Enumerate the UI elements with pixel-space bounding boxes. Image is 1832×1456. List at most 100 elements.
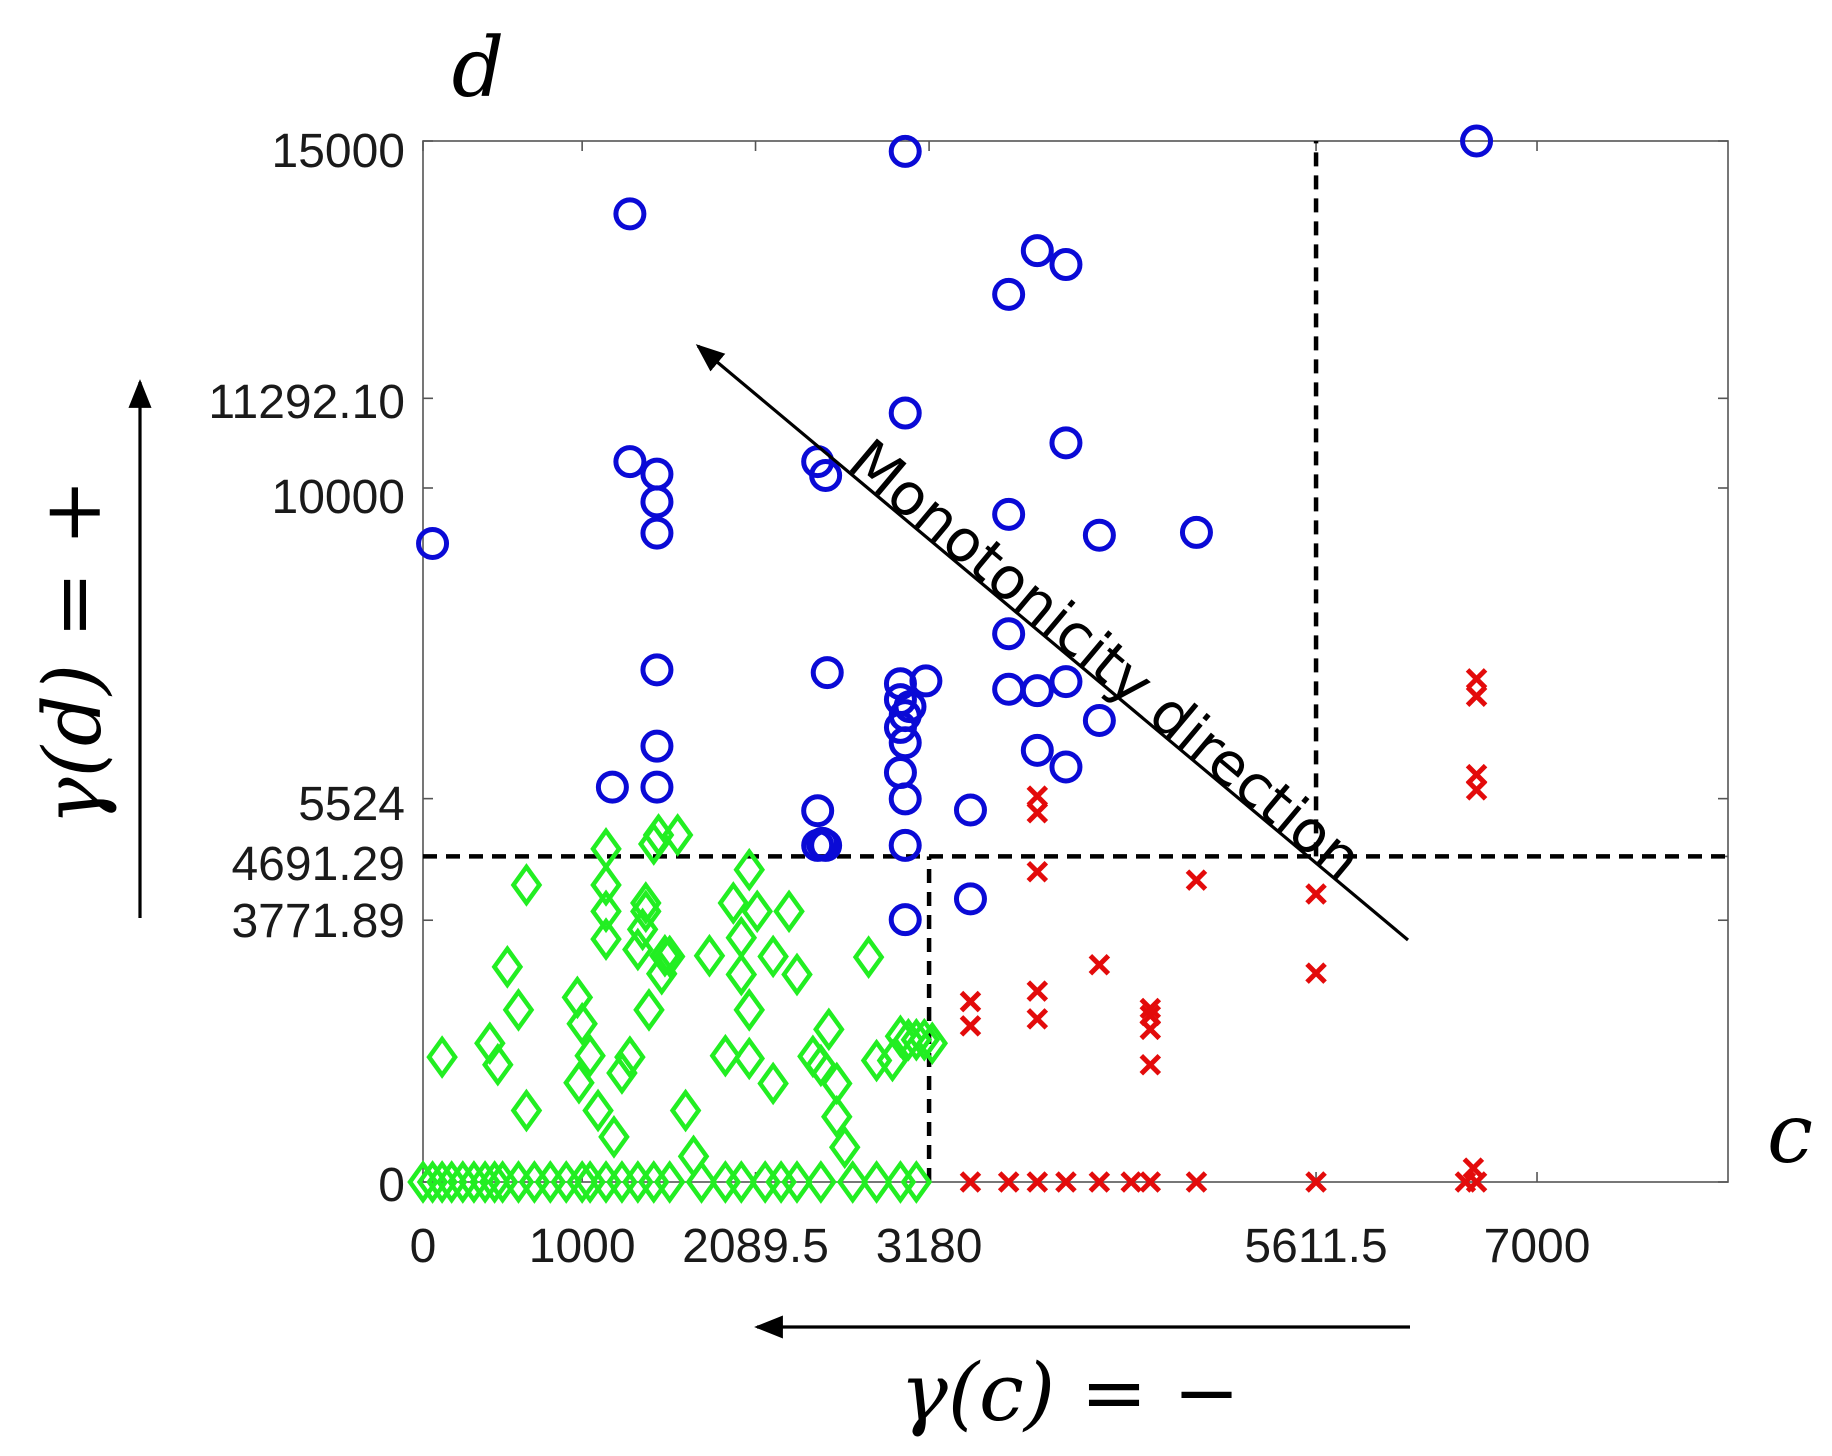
- monotonicity-label: Monotonicity direction: [836, 426, 1375, 894]
- green-diamond-point: [836, 1160, 869, 1204]
- y-tick-label: 15000: [272, 125, 405, 178]
- red-x-point: [1185, 869, 1208, 891]
- red-x-point: [1026, 980, 1049, 1002]
- green-diamond-point: [482, 1042, 514, 1087]
- blue-circle-point: [595, 770, 629, 804]
- green-diamond-point: [491, 945, 524, 989]
- green-diamond-point: [852, 935, 885, 979]
- green-diamond-point: [653, 934, 686, 979]
- red-x-point: [1465, 668, 1488, 690]
- blue-circle-point: [888, 396, 922, 430]
- blue-circle-point: [992, 277, 1026, 311]
- red-x-point: [1465, 763, 1488, 786]
- green-diamond-point: [821, 1094, 853, 1139]
- green-diamond-point: [566, 1001, 598, 1046]
- green-diamond-point: [563, 1060, 595, 1105]
- x-tick-label: 1000: [529, 1220, 636, 1273]
- red-x-point: [959, 990, 982, 1013]
- blue-circle-point: [809, 828, 843, 862]
- green-diamond-point: [669, 1088, 702, 1133]
- red-x-point: [1026, 802, 1049, 824]
- x-axis-label: c: [1767, 1087, 1813, 1182]
- green-diamond-point: [426, 1035, 458, 1079]
- blue-circle-point: [1020, 733, 1054, 767]
- green-diamond-point: [781, 952, 813, 997]
- blue-circle-point: [1020, 674, 1054, 708]
- green-diamond-point: [426, 1160, 458, 1204]
- y-tick-label: 0: [378, 1159, 405, 1212]
- red-x-point: [1139, 1053, 1162, 1076]
- green-diamond-point: [510, 863, 543, 907]
- blue-circle-point: [1049, 426, 1083, 460]
- blue-circle-point: [1082, 518, 1116, 552]
- red-x-point: [1139, 1004, 1162, 1027]
- green-diamond-point: [828, 1125, 861, 1170]
- blue-circle-point: [888, 828, 922, 862]
- green-diamond-point: [781, 1160, 813, 1204]
- x-tick-label: 2089.5: [682, 1220, 829, 1273]
- green-diamond-point: [566, 1160, 598, 1204]
- blue-circle-point: [883, 756, 917, 790]
- red-x-point: [1305, 962, 1327, 984]
- y-tick-label: 11292.10: [208, 376, 405, 429]
- blue-circle-point: [640, 457, 674, 491]
- blue-circle-point: [953, 882, 987, 916]
- red-x-point: [1139, 997, 1162, 1020]
- gamma-c-annotation: γ(c) = −: [754, 1315, 1410, 1439]
- green-diamond-point: [582, 1088, 614, 1133]
- green-diamond-point: [590, 827, 622, 871]
- red-x-point: [1026, 1008, 1049, 1030]
- red-x-point: [1462, 1157, 1485, 1179]
- red-x-point: [1185, 1171, 1208, 1193]
- y-tick-label: 3771.89: [231, 895, 405, 948]
- green-diamond-point: [733, 1036, 766, 1081]
- blue-circle-point: [640, 729, 674, 763]
- green-diamond-point: [916, 1021, 949, 1066]
- axis-ticks: 0 1000 2089.5 3180 5611.5 7000 0 3771.894691.29…: [208, 125, 1728, 1273]
- green-diamond-point: [860, 1160, 893, 1204]
- gamma-d-label: γ(d) = +: [26, 479, 119, 825]
- blue-circle-point: [640, 516, 674, 550]
- monotonicity-arrow: [695, 344, 1410, 942]
- red-x-point: [1026, 785, 1049, 807]
- green-diamond-point: [741, 889, 773, 934]
- axes-box: [422, 140, 1729, 1183]
- x-tick-label: 7000: [1484, 1220, 1591, 1273]
- green-diamond-point: [757, 934, 789, 979]
- red-x-point: [1055, 1171, 1077, 1193]
- blue-circle-point: [1460, 124, 1494, 158]
- blue-circle-point: [953, 793, 987, 827]
- data-points: [407, 124, 1494, 1204]
- green-diamond-point: [622, 927, 654, 972]
- green-diamond-point: [693, 933, 726, 978]
- blue-circle-point: [909, 664, 943, 698]
- green-diamond-point: [649, 933, 681, 978]
- green-diamond-point: [633, 988, 665, 1032]
- blue-circle-point: [888, 782, 922, 816]
- y-tick-label: 10000: [272, 471, 405, 524]
- green-diamond-point: [510, 1088, 543, 1133]
- green-diamond-point: [574, 1033, 606, 1078]
- blue-circle-point: [640, 653, 674, 687]
- green-diamond-point: [590, 917, 622, 961]
- blue-circle-point: [1020, 234, 1054, 268]
- green-diamond-point: [757, 1061, 789, 1106]
- green-diamond-point: [630, 881, 662, 925]
- red-x-point: [1305, 883, 1327, 905]
- green-diamond-point: [502, 988, 535, 1032]
- blue-circle-point: [613, 197, 647, 231]
- blue-circle-point: [992, 497, 1026, 531]
- blue-circle-point: [888, 726, 922, 760]
- green-diamond-point: [653, 1160, 686, 1204]
- x-tick-label: 0: [410, 1220, 437, 1273]
- plot-area-frame: [422, 140, 1729, 1183]
- red-x-point: [959, 1015, 982, 1037]
- red-x-point: [959, 1171, 982, 1193]
- blue-circle-point: [640, 485, 674, 519]
- green-diamond-point: [478, 1160, 511, 1204]
- green-diamond-point: [900, 1160, 933, 1204]
- threshold-lines: [423, 141, 1728, 1182]
- green-diamond-point: [725, 1160, 758, 1204]
- blue-circle-point: [613, 445, 647, 479]
- red-x-point: [1465, 685, 1488, 707]
